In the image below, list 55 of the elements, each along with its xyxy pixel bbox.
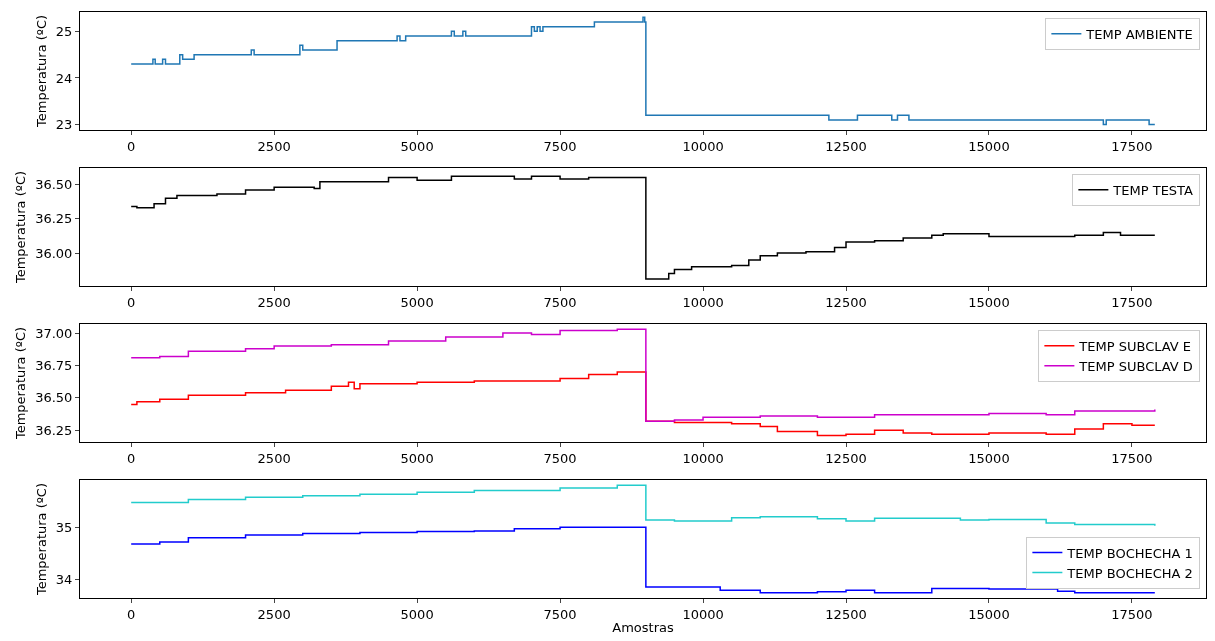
x-tick-label: 17500 bbox=[1111, 294, 1153, 310]
x-tick-label: 5000 bbox=[400, 606, 434, 622]
x-tick-label: 0 bbox=[127, 606, 136, 622]
x-tick-label: 15000 bbox=[968, 606, 1010, 622]
x-tick-label: 0 bbox=[127, 450, 136, 466]
x-tick-label: 0 bbox=[127, 294, 136, 310]
y-tick-label: 36.25 bbox=[35, 422, 73, 438]
legend-label: TEMP BOCHECHA 2 bbox=[1066, 565, 1193, 581]
x-tick-label: 2500 bbox=[257, 294, 291, 310]
x-tick-label: 12500 bbox=[825, 606, 867, 622]
x-tick-label: 10000 bbox=[682, 138, 724, 154]
legend-label: TEMP AMBIENTE bbox=[1085, 26, 1193, 42]
x-tick-label: 15000 bbox=[968, 138, 1010, 154]
y-tick-label: 23 bbox=[55, 117, 73, 133]
x-tick-label: 0 bbox=[127, 138, 136, 154]
legend-label: TEMP SUBCLAV E bbox=[1078, 338, 1192, 354]
y-tick-label: 25 bbox=[55, 23, 73, 39]
y-axis-title: Temperatura (ºC) bbox=[13, 326, 29, 441]
x-tick-label: 15000 bbox=[968, 450, 1010, 466]
x-tick-label: 7500 bbox=[543, 606, 577, 622]
x-tick-label: 10000 bbox=[682, 450, 724, 466]
x-tick-label: 5000 bbox=[400, 294, 434, 310]
y-tick-label: 24 bbox=[55, 70, 73, 86]
y-tick-label: 35 bbox=[55, 519, 73, 535]
legend-label: TEMP TESTA bbox=[1112, 182, 1194, 198]
y-axis-title: Temperatura (ºC) bbox=[33, 14, 49, 129]
x-tick-label: 2500 bbox=[257, 450, 291, 466]
x-tick-label: 7500 bbox=[543, 450, 577, 466]
x-tick-label: 15000 bbox=[968, 294, 1010, 310]
x-tick-label: 2500 bbox=[257, 606, 291, 622]
y-tick-label: 36.50 bbox=[35, 177, 73, 193]
x-tick-label: 17500 bbox=[1111, 606, 1153, 622]
x-tick-label: 17500 bbox=[1111, 138, 1153, 154]
x-tick-label: 7500 bbox=[543, 138, 577, 154]
x-tick-label: 7500 bbox=[543, 294, 577, 310]
y-tick-label: 37.00 bbox=[35, 325, 73, 341]
y-tick-label: 34 bbox=[55, 572, 73, 588]
y-tick-label: 36.75 bbox=[35, 358, 73, 374]
x-tick-label: 10000 bbox=[682, 606, 724, 622]
y-tick-label: 36.25 bbox=[35, 211, 73, 227]
y-axis-title: Temperatura (ºC) bbox=[13, 170, 29, 285]
x-tick-label: 12500 bbox=[825, 138, 867, 154]
legend-label: TEMP BOCHECHA 1 bbox=[1066, 545, 1193, 561]
x-tick-label: 5000 bbox=[400, 138, 434, 154]
x-tick-label: 12500 bbox=[825, 450, 867, 466]
y-tick-label: 36.00 bbox=[35, 245, 73, 261]
x-tick-label: 2500 bbox=[257, 138, 291, 154]
x-tick-label: 12500 bbox=[825, 294, 867, 310]
x-axis-title: Amostras bbox=[612, 620, 674, 636]
x-tick-label: 17500 bbox=[1111, 450, 1153, 466]
legend-label: TEMP SUBCLAV D bbox=[1078, 358, 1193, 374]
x-tick-label: 10000 bbox=[682, 294, 724, 310]
y-axis-title: Temperatura (ºC) bbox=[33, 482, 49, 597]
x-tick-label: 5000 bbox=[400, 450, 434, 466]
y-tick-label: 36.50 bbox=[35, 390, 73, 406]
